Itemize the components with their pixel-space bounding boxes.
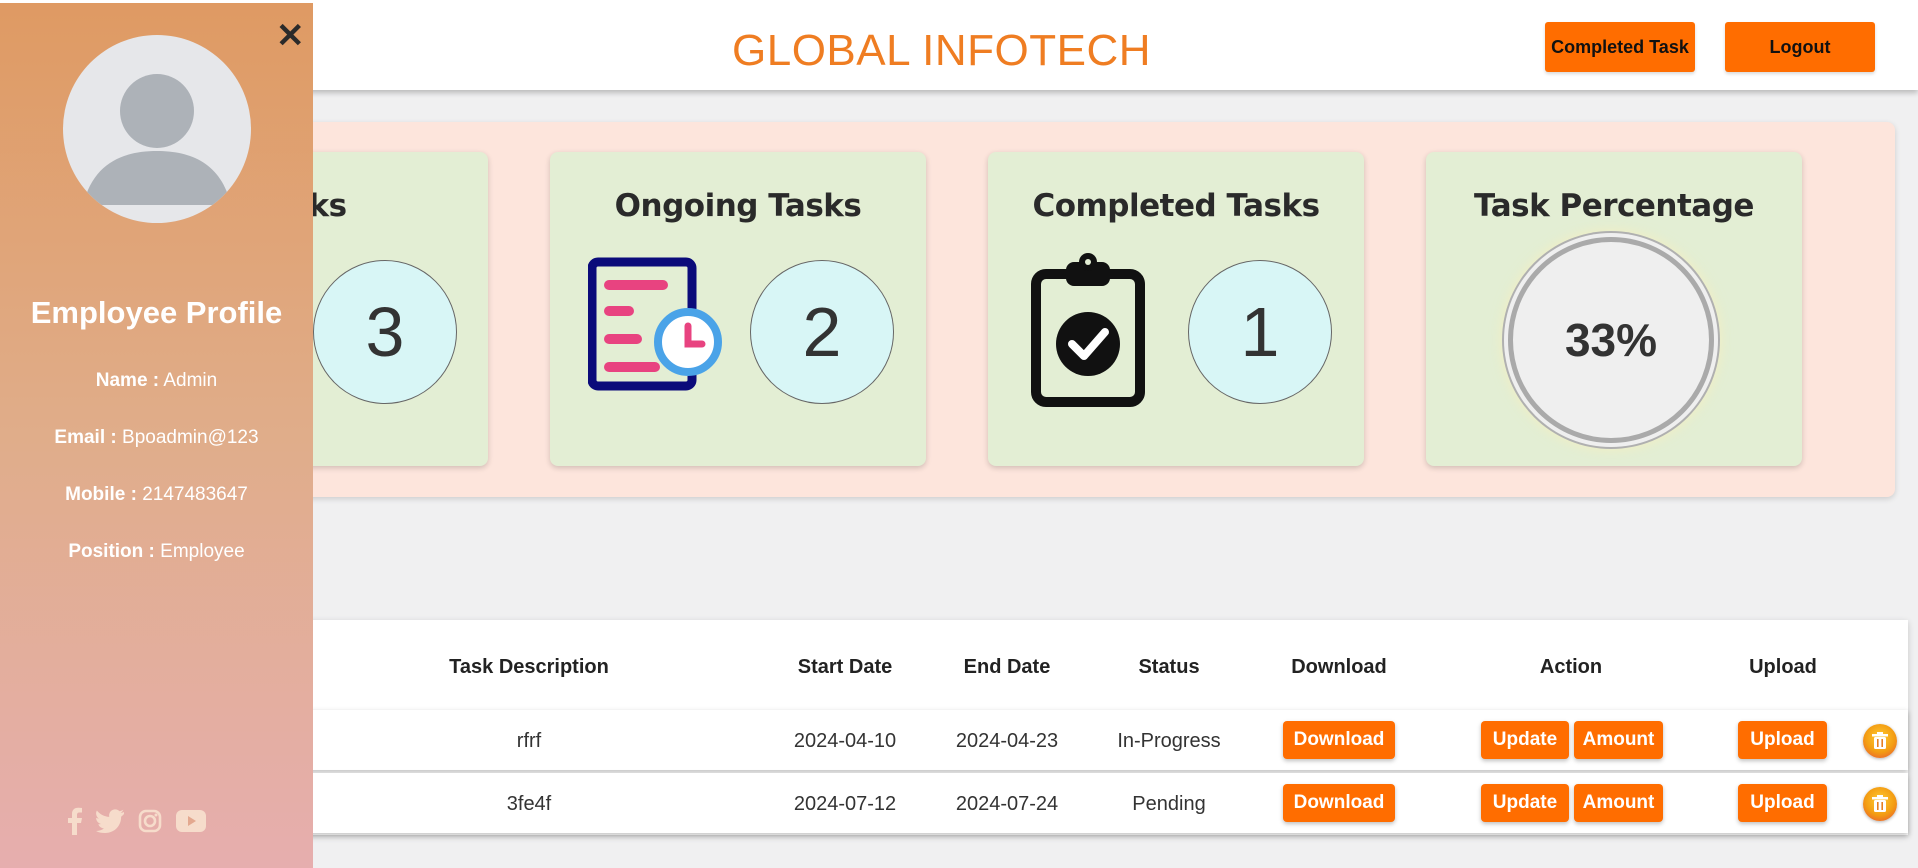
completed-tasks-title: Completed Tasks: [1032, 188, 1320, 224]
task-percentage-ring: 33%: [1508, 237, 1714, 443]
header-download: Download: [1291, 656, 1387, 678]
header-start-date: Start Date: [797, 656, 893, 678]
document-clock-icon: [587, 254, 728, 399]
position-value: Employee: [160, 541, 245, 562]
header-end-date: End Date: [963, 656, 1051, 678]
social-links: [66, 807, 206, 835]
upload-button[interactable]: Upload: [1738, 721, 1827, 759]
download-button[interactable]: Download: [1283, 784, 1395, 822]
start-date: 2024-04-10: [793, 730, 897, 752]
end-date: 2024-04-23: [955, 730, 1059, 752]
download-button[interactable]: Download: [1283, 721, 1395, 759]
youtube-icon[interactable]: [176, 810, 206, 832]
avatar: [63, 35, 251, 223]
table-row: 3fe4f 2024-07-12 2024-07-24 Pending Down…: [280, 773, 1908, 833]
name-value: Admin: [163, 370, 218, 391]
completed-tasks-card: Completed Tasks 1: [988, 152, 1364, 466]
header-action: Action: [1539, 656, 1603, 678]
profile-mobile: Mobile : 2147483647: [0, 484, 313, 506]
header-upload: Upload: [1749, 656, 1817, 678]
amount-button[interactable]: Amount: [1574, 784, 1663, 822]
top-header: GLOBAL INFOTECH Completed Task Logout: [0, 0, 1918, 90]
mobile-label: Mobile :: [65, 484, 137, 505]
employee-profile-sidebar: ✕ Employee Profile Name : Admin Email : …: [0, 3, 313, 868]
email-value: Bpoadmin@123: [122, 427, 259, 448]
start-date: 2024-07-12: [793, 793, 897, 815]
logout-button[interactable]: Logout: [1725, 22, 1875, 72]
header-task-description: Task Description: [449, 656, 609, 678]
upload-button[interactable]: Upload: [1738, 784, 1827, 822]
name-label: Name :: [95, 370, 160, 391]
ongoing-tasks-card: Ongoing Tasks 2: [550, 152, 926, 466]
completed-task-button[interactable]: Completed Task: [1545, 22, 1695, 72]
delete-icon[interactable]: [1863, 724, 1897, 758]
email-label: Email :: [54, 427, 117, 448]
task-percentage-card: Task Percentage 33%: [1426, 152, 1802, 466]
table-row: rfrf 2024-04-10 2024-04-23 In-Progress D…: [280, 710, 1908, 770]
task-description: rfrf: [516, 730, 542, 752]
update-button[interactable]: Update: [1481, 784, 1569, 822]
twitter-icon[interactable]: [96, 809, 124, 833]
status: Pending: [1132, 793, 1206, 815]
clipboard-check-icon: [1030, 252, 1150, 413]
ongoing-tasks-count: 2: [750, 260, 894, 404]
amount-button[interactable]: Amount: [1574, 721, 1663, 759]
delete-icon[interactable]: [1863, 787, 1897, 821]
task-description: 3fe4f: [506, 793, 552, 815]
profile-position: Position : Employee: [0, 541, 313, 563]
total-tasks-count: 3: [313, 260, 457, 404]
instagram-icon[interactable]: [138, 809, 162, 833]
brand-title: GLOBAL INFOTECH: [732, 26, 1152, 75]
update-button[interactable]: Update: [1481, 721, 1569, 759]
header-status: Status: [1138, 656, 1200, 678]
facebook-icon[interactable]: [66, 807, 82, 835]
close-icon[interactable]: ✕: [276, 17, 305, 55]
ongoing-tasks-title: Ongoing Tasks: [614, 188, 862, 224]
status: In-Progress: [1117, 730, 1221, 752]
mobile-value: 2147483647: [142, 484, 248, 505]
profile-name: Name : Admin: [0, 370, 313, 392]
completed-tasks-count: 1: [1188, 260, 1332, 404]
profile-title: Employee Profile: [30, 295, 283, 330]
position-label: Position :: [68, 541, 155, 562]
task-table: Task Description Start Date End Date Sta…: [280, 620, 1908, 835]
end-date: 2024-07-24: [955, 793, 1059, 815]
profile-email: Email : Bpoadmin@123: [0, 427, 313, 449]
task-percentage-title: Task Percentage: [1474, 188, 1754, 224]
